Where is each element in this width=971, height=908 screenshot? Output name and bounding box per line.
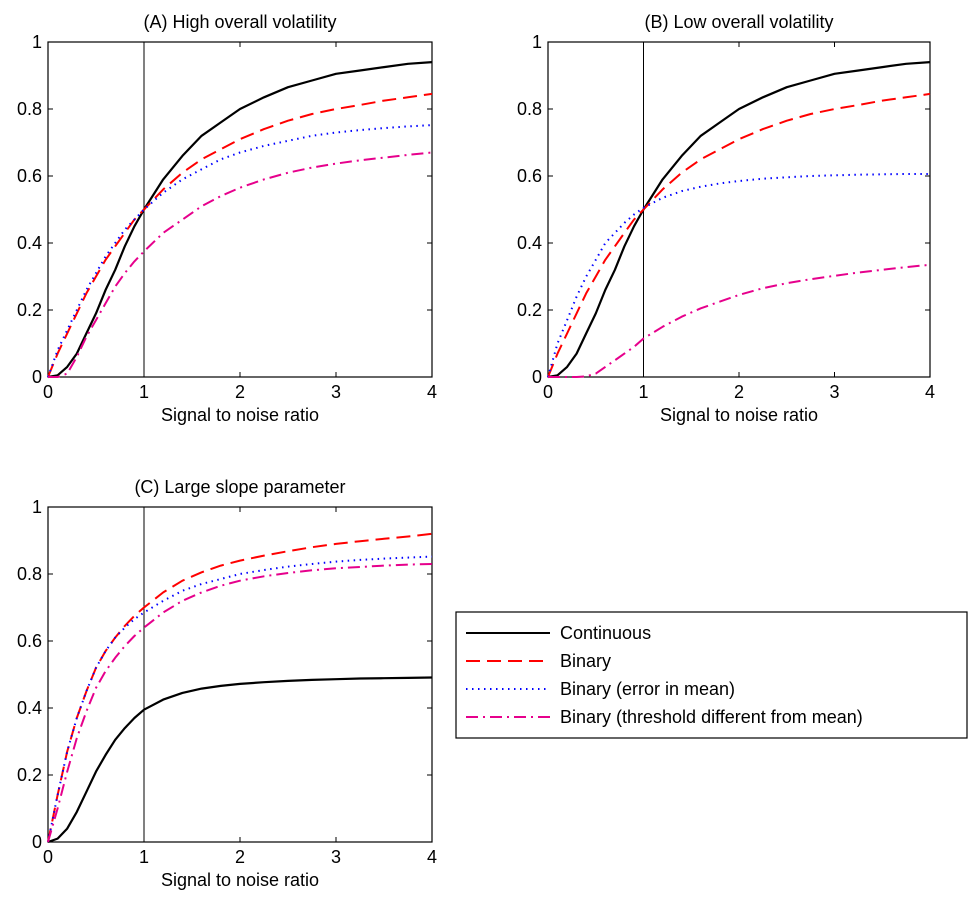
legend-label: Binary (threshold different from mean) xyxy=(560,707,863,727)
x-tick-label: 1 xyxy=(139,382,149,402)
chart-title: (A) High overall volatility xyxy=(143,12,336,32)
y-tick-label: 0.2 xyxy=(17,300,42,320)
x-tick-label: 1 xyxy=(139,847,149,867)
series-line-continuous xyxy=(47,676,433,844)
y-tick-label: 0.8 xyxy=(517,99,542,119)
series-line-binary-threshold-different-from-mean xyxy=(48,151,433,378)
x-tick-label: 4 xyxy=(427,847,437,867)
x-tick-label: 1 xyxy=(638,382,648,402)
y-tick-label: 0.2 xyxy=(17,765,42,785)
x-tick-label: 0 xyxy=(43,847,53,867)
series-line-continuous xyxy=(47,61,433,379)
legend-label: Continuous xyxy=(560,623,651,643)
series-line-binary xyxy=(547,92,931,378)
series-line-continuous xyxy=(547,61,931,379)
plot-frame xyxy=(47,41,433,378)
x-tick-label: 3 xyxy=(829,382,839,402)
y-tick-label: 0 xyxy=(32,367,42,387)
y-tick-label: 0.8 xyxy=(17,99,42,119)
y-tick-label: 1 xyxy=(532,32,542,52)
series-line-binary-error-in-mean xyxy=(47,555,433,843)
x-tick-label: 0 xyxy=(43,382,53,402)
y-tick-label: 0.6 xyxy=(17,631,42,651)
chart-panel-1: (B) Low overall volatility 0 1 2 3 4 0 0.2 0.4 0.… xyxy=(517,12,935,425)
legend-label: Binary (error in mean) xyxy=(560,679,735,699)
x-axis-label: Signal to noise ratio xyxy=(161,870,319,890)
y-tick-label: 1 xyxy=(32,32,42,52)
x-tick-label: 2 xyxy=(734,382,744,402)
series-line-binary-threshold-different-from-mean xyxy=(47,563,433,843)
chart-panel-2: (C) Large slope parameter 0 1 2 3 4 0 0.2 0.4 0.6… xyxy=(17,477,437,890)
y-tick-label: 0 xyxy=(32,832,42,852)
series-line-binary-threshold-different-from-mean xyxy=(548,263,931,378)
x-tick-label: 4 xyxy=(925,382,935,402)
chart-title: (C) Large slope parameter xyxy=(134,477,345,497)
legend-label: Binary xyxy=(560,651,611,671)
y-tick-label: 0.6 xyxy=(517,166,542,186)
y-tick-label: 0.8 xyxy=(17,564,42,584)
series-line-binary xyxy=(47,92,433,378)
y-tick-label: 0.4 xyxy=(517,233,542,253)
x-tick-label: 3 xyxy=(331,382,341,402)
x-axis-label: Signal to noise ratio xyxy=(660,405,818,425)
x-tick-label: 2 xyxy=(235,847,245,867)
y-tick-label: 0.4 xyxy=(17,698,42,718)
y-tick-label: 0.6 xyxy=(17,166,42,186)
x-tick-label: 3 xyxy=(331,847,341,867)
x-tick-label: 4 xyxy=(427,382,437,402)
x-tick-label: 0 xyxy=(543,382,553,402)
chart-panel-0: (A) High overall volatility 0 1 2 3 4 0 0.2 0.4 0… xyxy=(17,12,437,425)
chart-title: (B) Low overall volatility xyxy=(644,12,833,32)
y-tick-label: 0.4 xyxy=(17,233,42,253)
y-tick-label: 0 xyxy=(532,367,542,387)
y-tick-label: 1 xyxy=(32,497,42,517)
legend: Continuous Binary Binary (error in mean) Bi… xyxy=(455,611,968,739)
x-axis-label: Signal to noise ratio xyxy=(161,405,319,425)
y-tick-label: 0.2 xyxy=(517,300,542,320)
x-tick-label: 2 xyxy=(235,382,245,402)
plot-frame xyxy=(547,41,931,378)
series-line-binary-error-in-mean xyxy=(47,124,433,378)
plot-frame xyxy=(47,506,433,843)
series-line-binary-error-in-mean xyxy=(547,173,930,378)
